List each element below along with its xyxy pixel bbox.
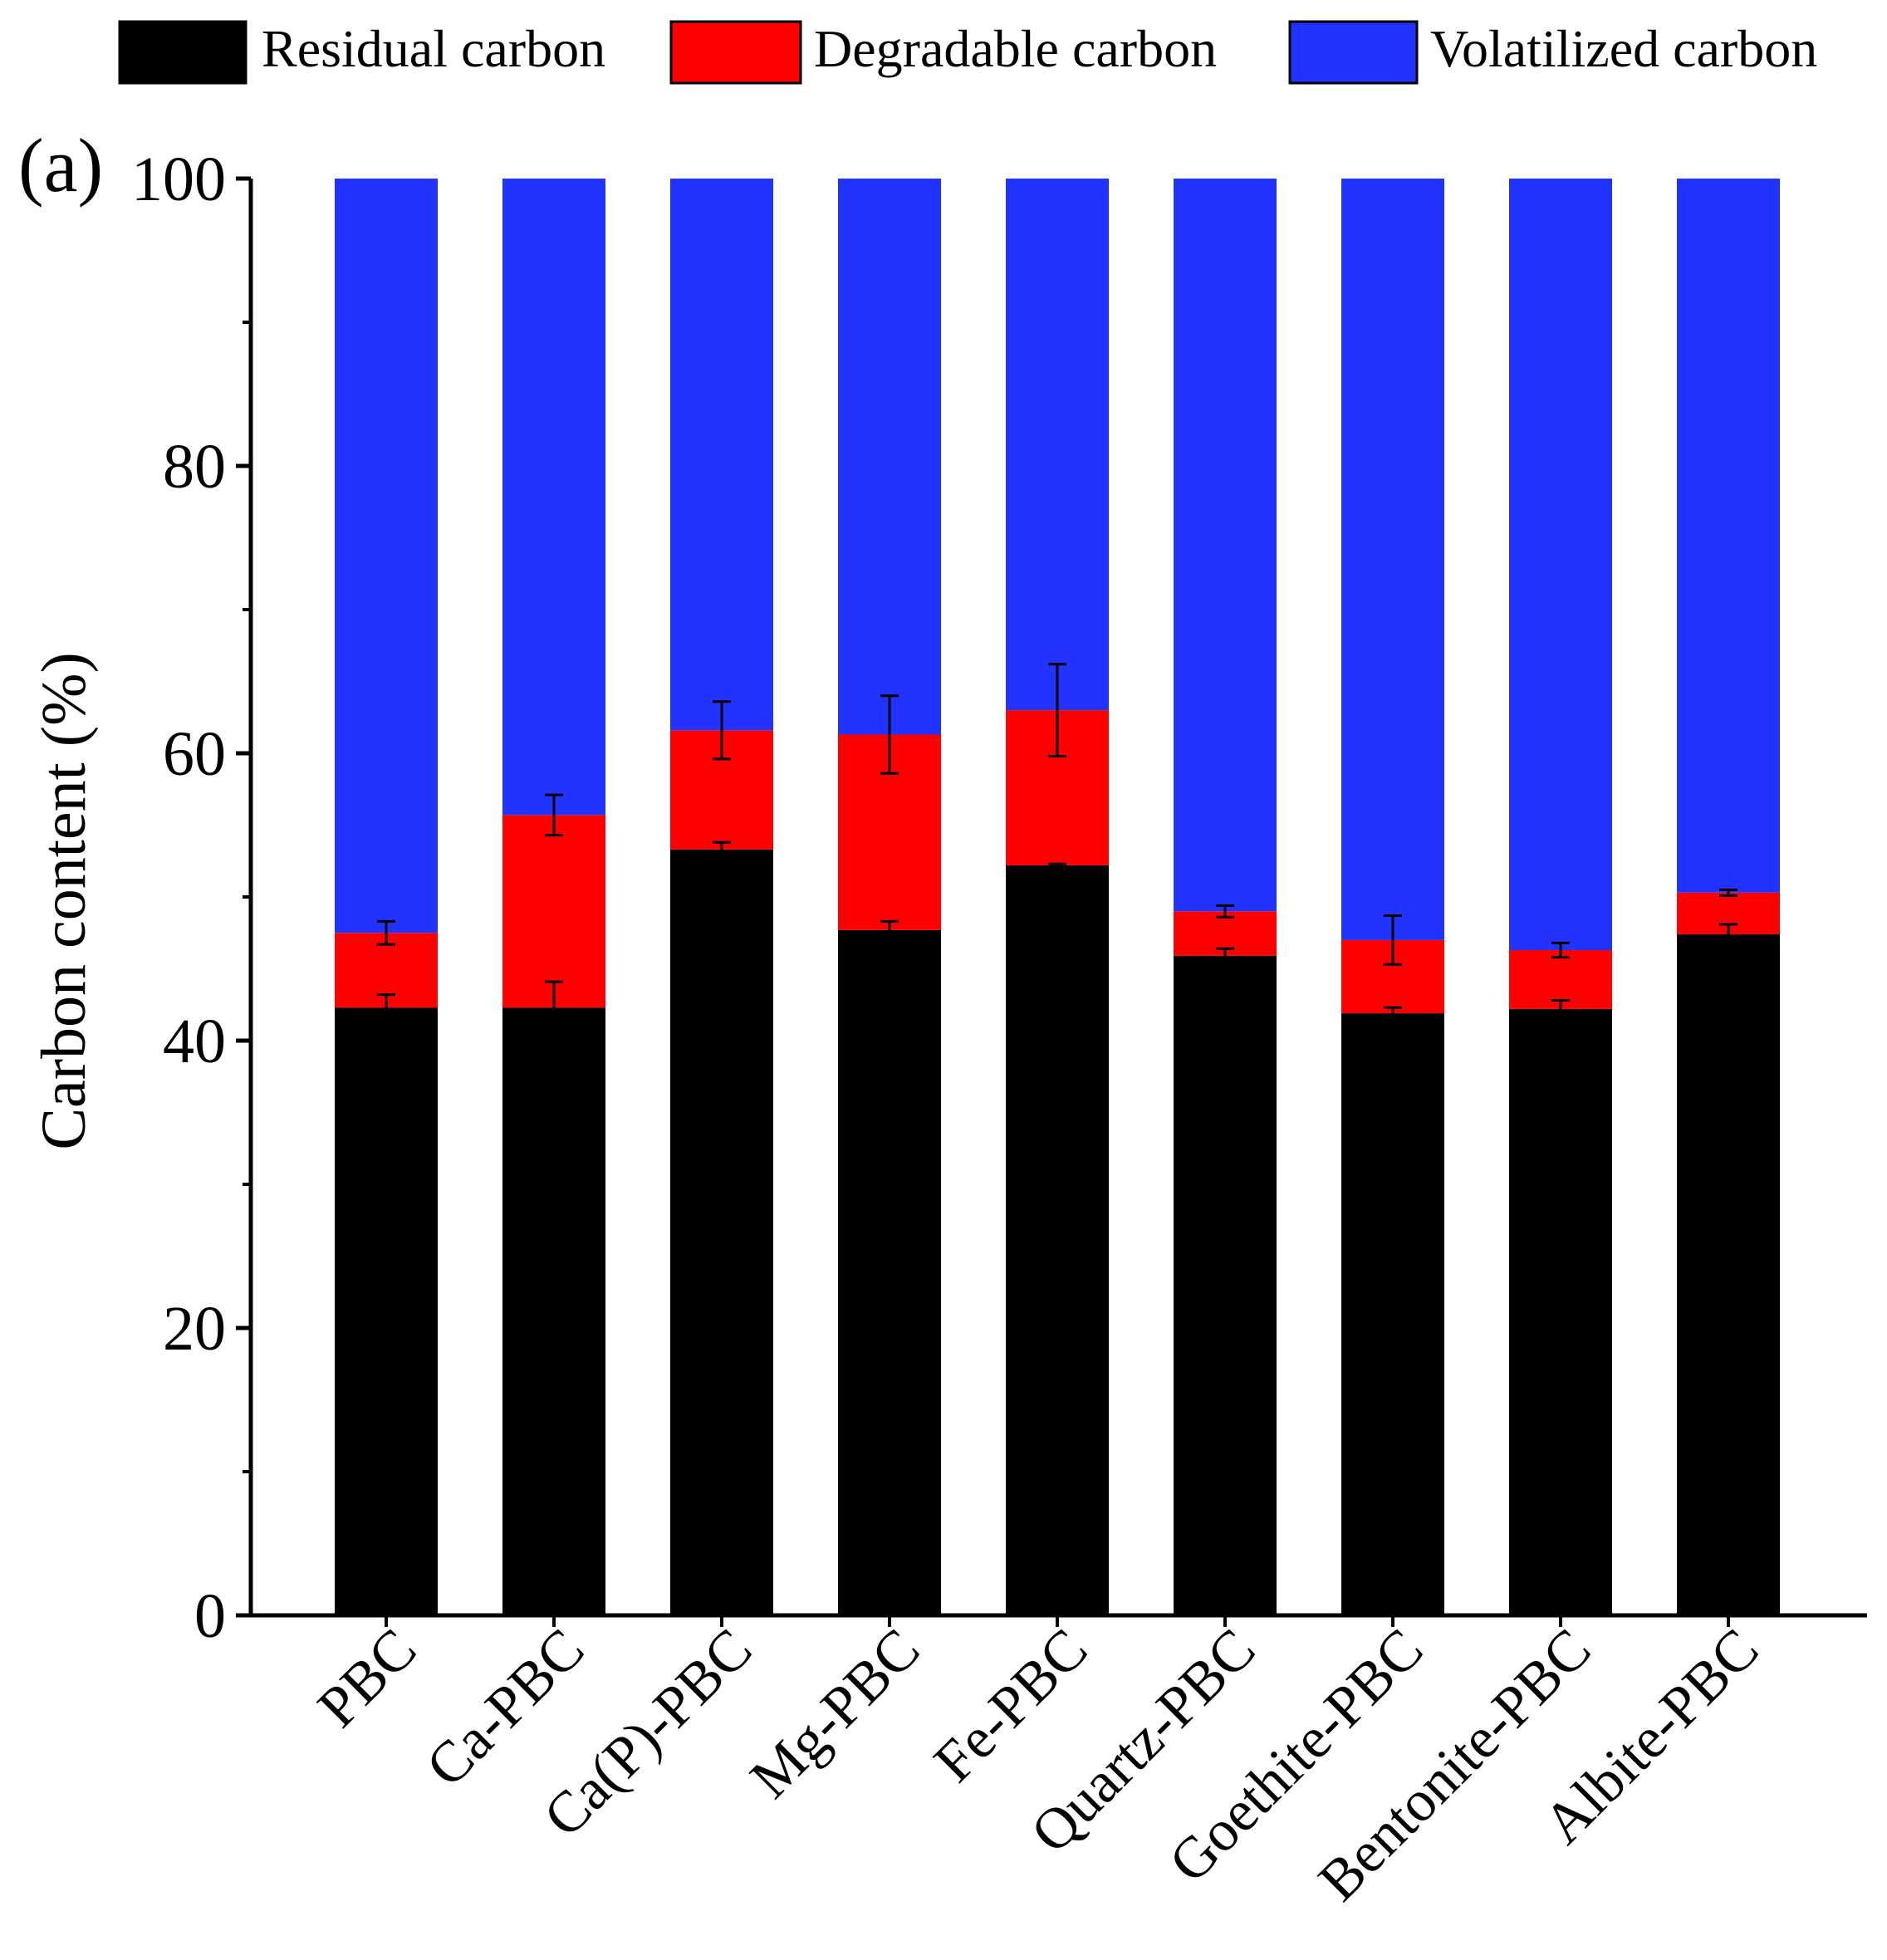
bar-residual-carbon-ca-p-pbc bbox=[670, 849, 773, 1615]
legend: Residual carbon Degradable carbon Volati… bbox=[118, 19, 1817, 85]
legend-label-degradable: Degradable carbon bbox=[814, 19, 1217, 78]
y-tick-label-40: 40 bbox=[163, 1007, 226, 1076]
error-bar-degradable-carbon-pbc bbox=[377, 919, 395, 946]
y-tick-label-80: 80 bbox=[163, 432, 226, 502]
x-tick-label-mg-pbc: Mg-PBC bbox=[738, 1617, 932, 1811]
bar-volatilized-carbon-goethite-pbc bbox=[1341, 179, 1444, 940]
bar-volatilized-carbon-albite-pbc bbox=[1677, 179, 1780, 893]
error-bar-degradable-carbon-goethite-pbc bbox=[1384, 914, 1402, 966]
y-tick-label-20: 20 bbox=[163, 1294, 226, 1364]
error-bar-residual-carbon-pbc bbox=[377, 993, 395, 1022]
bar-residual-carbon-mg-pbc bbox=[838, 929, 941, 1615]
panel-label: (a) bbox=[18, 123, 103, 208]
error-bar-degradable-carbon-ca-pbc bbox=[545, 793, 563, 837]
error-bar-degradable-carbon-mg-pbc bbox=[880, 694, 899, 775]
bar-volatilized-carbon-ca-pbc bbox=[502, 179, 605, 816]
error-bar-residual-carbon-fe-pbc bbox=[1048, 862, 1066, 869]
error-bar-degradable-carbon-quartz-pbc bbox=[1216, 904, 1234, 919]
error-bar-residual-carbon-ca-p-pbc bbox=[713, 840, 731, 859]
bar-volatilized-carbon-bentonite-pbc bbox=[1509, 179, 1612, 951]
y-tick-label-0: 0 bbox=[194, 1581, 226, 1651]
bar-residual-carbon-pbc bbox=[335, 1007, 438, 1615]
error-bar-degradable-carbon-ca-p-pbc bbox=[713, 700, 731, 761]
bar-volatilized-carbon-mg-pbc bbox=[838, 179, 941, 735]
bar-volatilized-carbon-fe-pbc bbox=[1006, 179, 1109, 711]
legend-label-residual: Residual carbon bbox=[262, 19, 605, 78]
error-bar-degradable-carbon-albite-pbc bbox=[1719, 888, 1738, 897]
error-bar-degradable-carbon-bentonite-pbc bbox=[1551, 941, 1570, 959]
error-bar-residual-carbon-goethite-pbc bbox=[1384, 1006, 1402, 1021]
legend-swatch-volatilized bbox=[1288, 20, 1419, 85]
bar-residual-carbon-bentonite-pbc bbox=[1509, 1008, 1612, 1615]
bar-residual-carbon-albite-pbc bbox=[1677, 933, 1780, 1615]
y-axis-label: Carbon content (%) bbox=[29, 652, 99, 1149]
error-bar-residual-carbon-quartz-pbc bbox=[1216, 947, 1234, 965]
bars-group bbox=[335, 179, 1780, 1615]
x-tick-label-pbc: PBC bbox=[306, 1617, 429, 1740]
y-tick-label-60: 60 bbox=[163, 719, 226, 789]
bar-degradable-carbon-ca-pbc bbox=[502, 815, 605, 1008]
bar-volatilized-carbon-quartz-pbc bbox=[1174, 179, 1277, 912]
bar-volatilized-carbon-ca-p-pbc bbox=[670, 179, 773, 731]
legend-swatch-degradable bbox=[669, 20, 802, 85]
error-bar-residual-carbon-mg-pbc bbox=[880, 919, 899, 940]
error-bar-residual-carbon-ca-pbc bbox=[545, 980, 563, 1035]
y-tick-label-100: 100 bbox=[131, 145, 226, 214]
bar-residual-carbon-goethite-pbc bbox=[1341, 1013, 1444, 1615]
error-bar-degradable-carbon-fe-pbc bbox=[1048, 663, 1066, 757]
error-bars-group bbox=[377, 663, 1738, 1035]
legend-label-volatilized: Volatilized carbon bbox=[1430, 19, 1817, 78]
bar-residual-carbon-fe-pbc bbox=[1006, 865, 1109, 1615]
bar-residual-carbon-quartz-pbc bbox=[1174, 955, 1277, 1615]
legend-swatch-residual bbox=[118, 20, 248, 85]
bar-residual-carbon-ca-pbc bbox=[502, 1007, 605, 1615]
error-bar-residual-carbon-bentonite-pbc bbox=[1551, 999, 1570, 1019]
bar-volatilized-carbon-pbc bbox=[335, 179, 438, 933]
error-bar-residual-carbon-albite-pbc bbox=[1719, 923, 1738, 946]
